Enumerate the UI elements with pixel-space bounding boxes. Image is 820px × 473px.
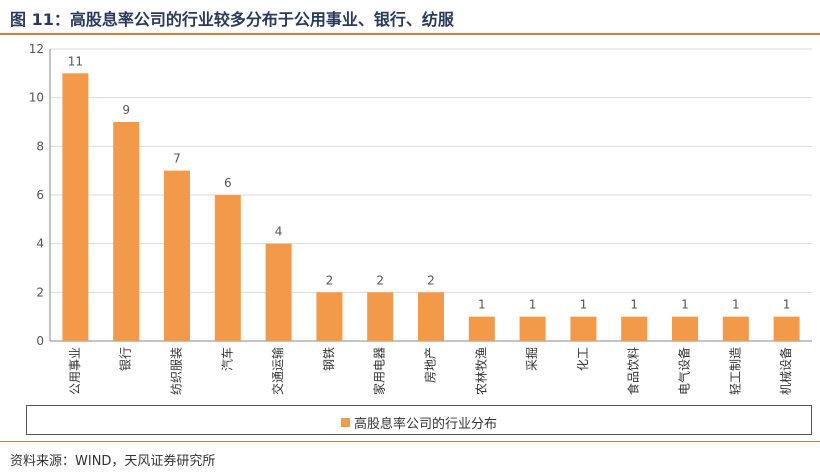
- bar: [621, 316, 648, 341]
- data-label: 11: [68, 54, 83, 68]
- legend: 高股息率公司的行业分布: [26, 405, 812, 435]
- bar: [316, 292, 343, 341]
- x-tick-label: 房地产: [423, 347, 438, 383]
- bar: [214, 195, 241, 341]
- data-label: 1: [529, 298, 537, 312]
- data-label: 2: [326, 273, 334, 287]
- x-tick-label: 银行: [119, 347, 133, 371]
- legend-item: 高股息率公司的行业分布: [341, 413, 497, 432]
- bar-chart: 1197642 2 21 1 1 1 1 1 1 024681012 公用事业 银行 纺织服装 汽车交…: [29, 42, 812, 395]
- data-label: 2: [427, 273, 435, 287]
- y-tick-label: 2: [36, 285, 44, 299]
- bar: [367, 292, 394, 341]
- y-tick-label: 0: [36, 334, 44, 348]
- data-label: 2: [376, 273, 384, 287]
- x-tick-label: 交通运输: [270, 347, 285, 395]
- x-tick-label: 农林牧渔: [474, 347, 488, 395]
- legend-swatch: [341, 418, 350, 427]
- bar: [468, 316, 495, 341]
- bar: [265, 243, 292, 341]
- data-label: 1: [681, 298, 689, 312]
- data-label: 1: [630, 298, 638, 312]
- data-label: 1: [783, 298, 791, 312]
- y-tick-label: 6: [36, 188, 44, 202]
- data-label: 7: [173, 152, 181, 166]
- bar: [722, 316, 749, 341]
- x-tick-label: 纺织服装: [170, 347, 184, 395]
- x-tick-labels: 公用事业 银行 纺织服装 汽车 交通运输 钢铁 家用电器 房地产 农林牧渔 采掘 化工 食品饮料 电气设…: [68, 347, 793, 395]
- legend-label: 高股息率公司的行业分布: [354, 417, 498, 432]
- bar: [570, 316, 597, 341]
- source-note: 资料来源：WIND，天风证券研究所: [10, 454, 216, 469]
- figure-title: 图 11：高股息率公司的行业较多分布于公用事业、银行、纺服: [10, 10, 454, 29]
- data-label: 4: [275, 225, 283, 239]
- bar: [773, 316, 800, 341]
- bar: [672, 316, 698, 341]
- x-tick-label: 汽车: [219, 347, 234, 371]
- x-tick-label: 轻工制造: [728, 347, 742, 395]
- bar: [113, 122, 140, 341]
- x-tick-label: 机械设备: [778, 347, 793, 395]
- bar: [519, 316, 546, 341]
- data-label: 6: [224, 176, 232, 190]
- y-tick-labels: 0 2 4 6 8 10 12: [29, 42, 44, 348]
- x-tick-label: 家用电器: [372, 347, 387, 395]
- footer-rule: [0, 441, 820, 442]
- y-tick-label: 12: [29, 42, 44, 56]
- data-label: 1: [478, 298, 486, 312]
- data-label: 1: [580, 298, 588, 312]
- x-tick-label: 电气设备: [677, 347, 692, 395]
- y-tick-label: 8: [36, 139, 44, 153]
- bar: [164, 170, 190, 341]
- title-rule: [0, 33, 820, 35]
- y-tick-label: 10: [29, 91, 44, 105]
- bars: [62, 73, 800, 341]
- bar: [62, 73, 89, 341]
- data-label: 9: [122, 103, 130, 117]
- x-tick-label: 采掘: [524, 347, 539, 371]
- x-tick-label: 食品饮料: [626, 347, 641, 395]
- x-tick-label: 钢铁: [322, 347, 336, 371]
- data-label: 1: [732, 298, 740, 312]
- bar: [418, 292, 444, 341]
- y-tick-label: 4: [36, 237, 44, 251]
- x-tick-label: 公用事业: [68, 347, 82, 395]
- x-tick-label: 化工: [576, 347, 590, 371]
